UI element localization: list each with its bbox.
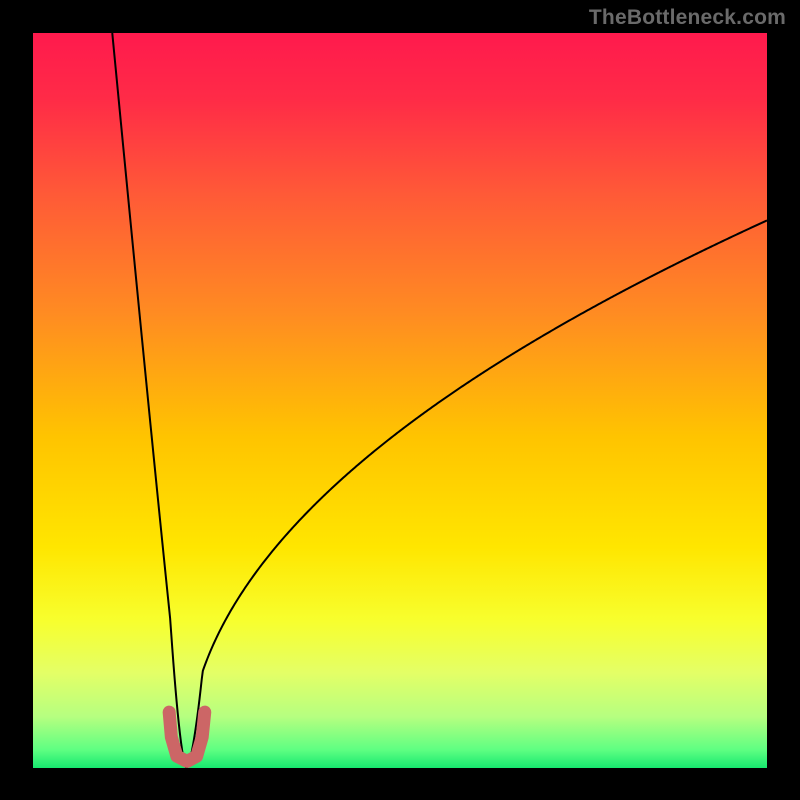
plot-area	[33, 33, 767, 768]
gradient-background	[33, 33, 767, 768]
watermark-text: TheBottleneck.com	[589, 6, 786, 30]
chart-frame: TheBottleneck.com	[0, 0, 800, 800]
plot-svg	[33, 33, 767, 768]
